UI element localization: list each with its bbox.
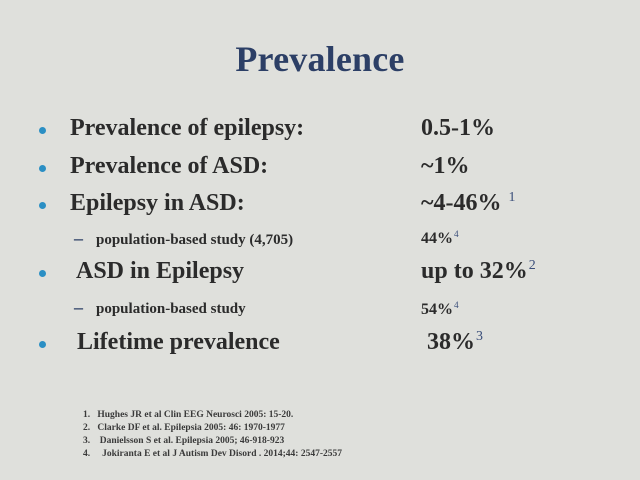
bullet-item-lifetime-prevalence: Lifetime prevalence 38%3 <box>0 329 640 363</box>
item-value: 38%3 <box>427 328 483 355</box>
slide-title: Prevalence <box>235 39 405 79</box>
dash-bullet-icon: – <box>74 297 83 317</box>
sub-item-population-study: – population-based study 54%4 <box>0 297 640 333</box>
item-label: Prevalence of ASD: <box>70 153 269 179</box>
references-list: 1. Hughes JR et al Clin EEG Neurosci 200… <box>83 409 342 461</box>
reference-number: 2. <box>83 423 91 433</box>
item-label: population-based study (4,705) <box>96 232 294 248</box>
bullet-item-asd-prevalence: Prevalence of ASD: ~1% <box>0 153 640 187</box>
bullet-dot-icon <box>39 127 46 134</box>
reference-number: 4. <box>83 449 91 459</box>
sub-item-population-study-4705: – population-based study (4,705) 44%4 <box>0 228 640 264</box>
citation-superscript: 2 <box>528 257 536 273</box>
item-label: Epilepsy in ASD: <box>70 190 245 216</box>
citation-superscript: 1 <box>508 189 516 205</box>
reference-text: Jokiranta E et al J Autism Dev Disord . … <box>97 449 342 459</box>
reference-item: 3. Danielsson S et al. Epilepsia 2005; 4… <box>83 435 342 448</box>
bullet-item-asd-in-epilepsy: ASD in Epilepsy up to 32%2 <box>0 258 640 292</box>
item-value: up to 32%2 <box>421 257 536 284</box>
bullet-dot-icon <box>39 270 46 277</box>
item-value: 0.5-1% <box>421 115 495 141</box>
dash-bullet-icon: – <box>74 228 83 248</box>
reference-number: 1. <box>83 410 91 420</box>
bullet-dot-icon <box>39 165 46 172</box>
item-value: 44%4 <box>421 229 459 247</box>
bullet-dot-icon <box>39 202 46 209</box>
item-value: 54%4 <box>421 300 459 318</box>
reference-text: Danielsson S et al. Epilepsia 2005; 46-9… <box>97 436 285 446</box>
reference-item: 4. Jokiranta E et al J Autism Dev Disord… <box>83 448 342 461</box>
item-label: population-based study <box>96 301 246 317</box>
bullet-item-epilepsy-prevalence: Prevalence of epilepsy: 0.5-1% <box>0 115 640 149</box>
citation-superscript: 3 <box>476 328 483 344</box>
item-value: ~1% <box>421 153 470 179</box>
reference-text: Clarke DF et al. Epilepsia 2005: 46: 197… <box>97 423 285 433</box>
citation-superscript: 4 <box>454 300 459 311</box>
bullet-item-epilepsy-in-asd: Epilepsy in ASD: ~4-46% 1 <box>0 190 640 224</box>
item-label: ASD in Epilepsy <box>76 258 245 284</box>
reference-number: 3. <box>83 436 91 446</box>
bullet-dot-icon <box>39 341 46 348</box>
item-label: Prevalence of epilepsy: <box>70 115 305 141</box>
reference-item: 1. Hughes JR et al Clin EEG Neurosci 200… <box>83 409 342 422</box>
reference-item: 2. Clarke DF et al. Epilepsia 2005: 46: … <box>83 422 342 435</box>
item-value: ~4-46% 1 <box>421 189 516 216</box>
citation-superscript: 4 <box>454 229 459 240</box>
item-label: Lifetime prevalence <box>77 329 280 355</box>
reference-text: Hughes JR et al Clin EEG Neurosci 2005: … <box>97 410 294 420</box>
